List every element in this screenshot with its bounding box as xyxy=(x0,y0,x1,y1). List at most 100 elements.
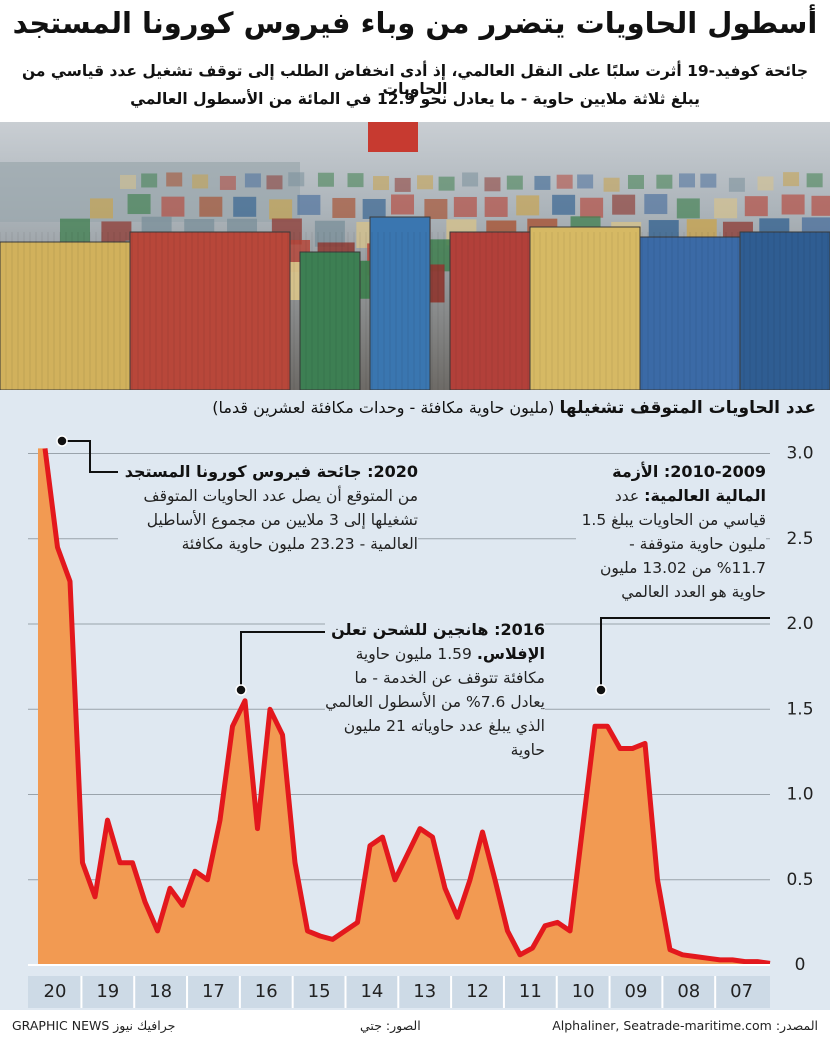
x-tick-label: 16 xyxy=(255,981,278,1002)
container xyxy=(369,216,431,390)
container xyxy=(288,172,305,187)
x-tick-label: 13 xyxy=(413,981,436,1002)
y-tick-label: 1.0 xyxy=(786,785,813,805)
annotation: 2010-2009: الأزمة المالية العالمية: عدد … xyxy=(576,460,766,604)
container xyxy=(347,173,364,188)
y-tick-label: 3.0 xyxy=(786,444,813,464)
leader-dot xyxy=(56,435,68,447)
container xyxy=(516,195,540,216)
axes: 0 0.5 1.0 1.5 2.0 2.5 3.0 20 19 18 17 16 15 14 13 12 11 1… xyxy=(28,435,814,1008)
subtitle: يبلغ ثلاثة ملايين حاوية - ما يعادل نحو 1… xyxy=(130,90,700,108)
annotation-heading: 2010-2009: الأزمة المالية العالمية: xyxy=(612,462,766,505)
photo xyxy=(0,122,830,390)
container xyxy=(781,194,805,215)
y-tick-label: 2.0 xyxy=(786,614,813,634)
container xyxy=(506,175,523,190)
source: المصدر: Alphaliner, Seatrade-maritime.co… xyxy=(552,1018,818,1033)
container xyxy=(603,177,620,192)
container xyxy=(484,177,501,192)
container xyxy=(580,197,604,218)
container xyxy=(60,218,90,245)
x-tick-label: 20 xyxy=(44,981,67,1002)
container xyxy=(644,194,668,215)
container xyxy=(453,196,477,217)
container xyxy=(417,175,434,190)
annotation: 2016: هانجين للشحن تعلن الإفلاس. 1.59 مل… xyxy=(325,618,545,762)
x-tick-label: 14 xyxy=(360,981,383,1002)
container xyxy=(317,172,334,187)
annotation-text: 1.59 مليون حاوية مكافئة تتوقف عن الخدمة … xyxy=(325,645,545,759)
container xyxy=(811,195,830,216)
container xyxy=(529,226,641,390)
subtitle: جائحة كوفيد-19 أثرت سلبًا على النقل العا… xyxy=(21,62,809,98)
container xyxy=(362,198,386,219)
annotation: 2020: جائحة فيروس كورونا المستجد من المت… xyxy=(118,460,418,556)
container xyxy=(552,194,576,215)
container xyxy=(627,174,644,189)
y-tick-label: 2.5 xyxy=(786,529,813,549)
container xyxy=(714,198,738,219)
x-tick-label: 08 xyxy=(677,981,700,1002)
agency: GRAPHIC NEWS جرافيك نيوز xyxy=(12,1018,176,1033)
annotation-text: عدد قياسي من الحاويات يبلغ 1.5 مليون حاو… xyxy=(581,487,766,601)
container xyxy=(783,172,800,187)
container xyxy=(90,198,113,219)
container xyxy=(449,231,531,390)
y-tick-label: 0.5 xyxy=(786,870,813,890)
container xyxy=(129,231,291,390)
container xyxy=(679,173,696,188)
container xyxy=(744,196,768,217)
container xyxy=(394,177,411,192)
container xyxy=(806,173,823,188)
container xyxy=(534,175,551,190)
container xyxy=(739,231,830,390)
container xyxy=(424,198,448,219)
container xyxy=(700,173,717,188)
annotation-heading: 2016: هانجين للشحن تعلن الإفلاس. xyxy=(331,620,545,663)
container xyxy=(161,196,185,217)
leader-line xyxy=(240,631,325,690)
leader-dot xyxy=(595,684,607,696)
x-tick-label: 07 xyxy=(730,981,753,1002)
container xyxy=(297,194,321,215)
leader-line xyxy=(62,440,128,473)
containers xyxy=(0,122,830,390)
x-tick-label: 11 xyxy=(519,981,542,1002)
plot xyxy=(38,448,771,966)
leader-line xyxy=(600,617,770,690)
container xyxy=(314,220,345,247)
container xyxy=(166,172,183,187)
container xyxy=(192,174,209,189)
container xyxy=(656,174,673,189)
container xyxy=(577,174,594,189)
container xyxy=(219,175,236,190)
photo-credit: الصور: جتي xyxy=(360,1018,421,1033)
x-tick-label: 18 xyxy=(149,981,172,1002)
chart-subtitle: (مليون حاوية مكافئة - وحدات مكافئة لعشري… xyxy=(212,398,555,417)
annotation-text: من المتوقع أن يصل عدد الحاويات المتوقف ت… xyxy=(143,487,418,553)
container xyxy=(391,194,415,215)
container xyxy=(484,196,508,217)
container xyxy=(438,176,455,191)
y-tick-label: 1.5 xyxy=(786,699,813,719)
title: أسطول الحاويات يتضرر من وباء فيروس كورون… xyxy=(12,6,818,40)
chart-heading: عدد الحاويات المتوقف تشغيلها (مليون حاوي… xyxy=(212,398,816,418)
container xyxy=(141,173,158,188)
container xyxy=(0,241,141,390)
x-tick-label: 12 xyxy=(466,981,489,1002)
container xyxy=(373,176,390,191)
leader-dot xyxy=(235,684,247,696)
container xyxy=(244,173,261,188)
y-tick-label: 0 xyxy=(795,955,806,975)
container xyxy=(757,176,774,191)
container xyxy=(639,236,741,390)
container xyxy=(332,197,356,218)
x-tick-label: 19 xyxy=(96,981,119,1002)
container xyxy=(556,174,573,189)
chart-title: عدد الحاويات المتوقف تشغيلها xyxy=(559,398,816,418)
crane xyxy=(368,122,418,152)
annotation-heading: 2020: جائحة فيروس كورونا المستجد xyxy=(124,462,418,481)
container xyxy=(462,172,479,187)
container xyxy=(127,194,151,215)
